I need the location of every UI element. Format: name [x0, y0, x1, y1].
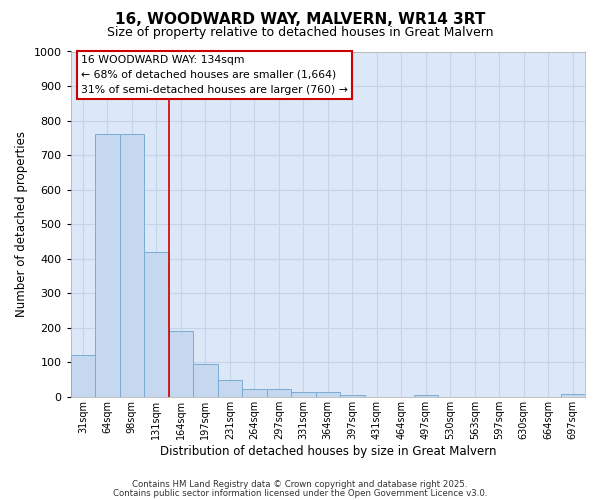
Bar [218, 380, 242, 397]
Text: Contains HM Land Registry data © Crown copyright and database right 2025.: Contains HM Land Registry data © Crown c… [132, 480, 468, 489]
Bar [340, 395, 365, 397]
Bar [119, 134, 144, 397]
Bar [95, 134, 119, 397]
Bar [71, 356, 95, 397]
Bar [266, 389, 291, 397]
Bar [242, 389, 266, 397]
Text: Contains public sector information licensed under the Open Government Licence v3: Contains public sector information licen… [113, 489, 487, 498]
Bar [291, 392, 316, 397]
Bar [193, 364, 218, 397]
Text: 16 WOODWARD WAY: 134sqm
← 68% of detached houses are smaller (1,664)
31% of semi: 16 WOODWARD WAY: 134sqm ← 68% of detache… [81, 55, 348, 94]
X-axis label: Distribution of detached houses by size in Great Malvern: Distribution of detached houses by size … [160, 444, 496, 458]
Bar [144, 252, 169, 397]
Text: Size of property relative to detached houses in Great Malvern: Size of property relative to detached ho… [107, 26, 493, 39]
Text: 16, WOODWARD WAY, MALVERN, WR14 3RT: 16, WOODWARD WAY, MALVERN, WR14 3RT [115, 12, 485, 28]
Y-axis label: Number of detached properties: Number of detached properties [15, 131, 28, 317]
Bar [413, 395, 438, 397]
Bar [560, 394, 585, 397]
Bar [169, 331, 193, 397]
Bar [316, 392, 340, 397]
